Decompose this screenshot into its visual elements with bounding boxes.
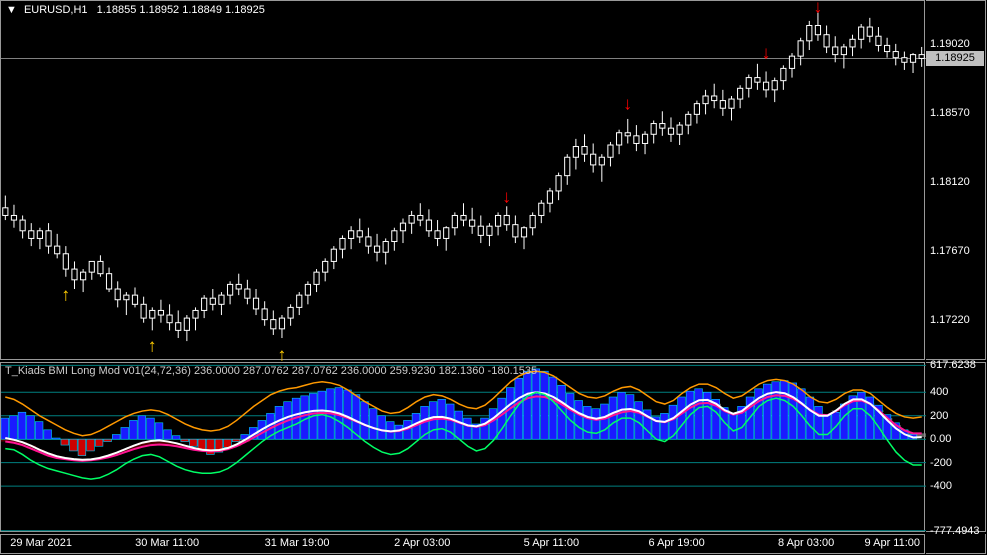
- sell-arrow-icon: ↓: [813, 0, 822, 18]
- time-xtick: 2 Apr 03:00: [394, 537, 450, 549]
- symbol-label: EURUSD,H1: [24, 4, 88, 16]
- indicator-ytick: -200: [930, 457, 952, 469]
- time-xtick: 29 Mar 2021: [10, 537, 72, 549]
- sell-arrow-icon: ↓: [623, 93, 632, 114]
- indicator-ytick: 0.00: [930, 433, 951, 445]
- price-ytick: 1.18120: [930, 176, 970, 188]
- time-xtick: 6 Apr 19:00: [649, 537, 705, 549]
- price-ytick: 1.19020: [930, 38, 970, 50]
- time-xtick: 5 Apr 11:00: [524, 537, 579, 549]
- price-ytick: 1.17220: [930, 314, 970, 326]
- time-axis: 29 Mar 2021 30 Mar 11:00 31 Mar 19:00 2 Apr…: [0, 534, 925, 554]
- indicator-svg: [1, 363, 926, 533]
- indicator-title: T_Kiads BMI Long Mod v01(24,72,36) 236.0…: [5, 365, 537, 377]
- indicator-ytick: 400: [930, 386, 948, 398]
- ohlc-label: 1.18855 1.18952 1.18849 1.18925: [97, 4, 265, 16]
- price-ytick: 1.18570: [930, 107, 970, 119]
- price-ytick: 1.17670: [930, 245, 970, 257]
- time-xtick: 9 Apr 11:00: [865, 537, 920, 549]
- price-chart-svg: [1, 1, 926, 361]
- buy-arrow-icon: ↑: [61, 285, 70, 306]
- time-xtick: 31 Mar 19:00: [265, 537, 330, 549]
- chart-title: ▼ EURUSD,H1 1.18855 1.18952 1.18849 1.18…: [6, 4, 265, 16]
- indicator-panel[interactable]: T_Kiads BMI Long Mod v01(24,72,36) 236.0…: [0, 362, 925, 532]
- buy-arrow-icon: ↑: [148, 335, 157, 356]
- indicator-ytick: 200: [930, 410, 948, 422]
- axis-corner: [926, 534, 986, 554]
- price-chart-panel[interactable]: ▼ EURUSD,H1 1.18855 1.18952 1.18849 1.18…: [0, 0, 925, 360]
- sell-arrow-icon: ↓: [502, 187, 511, 208]
- time-xtick: 8 Apr 03:00: [778, 537, 834, 549]
- indicator-yaxis: 617.6238-400-2000.00200400-777.4943: [926, 362, 986, 532]
- sell-arrow-icon: ↓: [762, 43, 771, 64]
- current-price-box: 1.18925: [926, 51, 984, 66]
- dropdown-icon[interactable]: ▼: [6, 4, 17, 16]
- price-yaxis: 1.17220 1.17670 1.18120 1.18570 1.19020 1.18…: [926, 0, 986, 360]
- indicator-ytick: -400: [930, 480, 952, 492]
- time-xtick: 30 Mar 11:00: [135, 537, 199, 549]
- buy-arrow-icon: ↑: [277, 344, 286, 365]
- indicator-ytick: 617.6238: [930, 359, 976, 371]
